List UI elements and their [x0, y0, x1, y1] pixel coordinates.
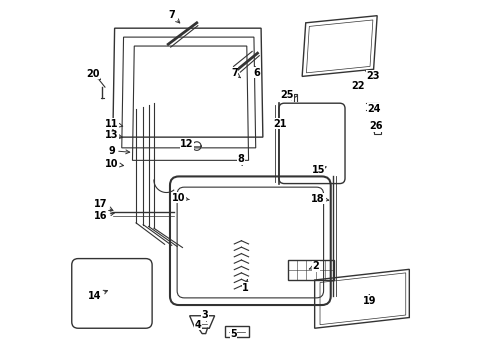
Text: 9: 9	[109, 146, 130, 156]
Text: 11: 11	[105, 118, 122, 129]
Text: 4: 4	[195, 320, 201, 330]
Text: 7: 7	[169, 10, 180, 23]
Text: 12: 12	[180, 139, 194, 149]
Text: 25: 25	[280, 90, 294, 100]
Text: 18: 18	[312, 194, 329, 203]
Text: 5: 5	[230, 329, 237, 339]
Text: 24: 24	[368, 104, 381, 113]
Text: 21: 21	[273, 118, 287, 129]
Text: 6: 6	[253, 67, 260, 78]
Text: 2: 2	[309, 261, 319, 271]
Text: 14: 14	[88, 290, 107, 301]
Text: 26: 26	[370, 121, 383, 131]
Text: 13: 13	[105, 130, 122, 140]
Bar	[374, 129, 381, 134]
Text: 20: 20	[86, 68, 100, 79]
Text: 15: 15	[312, 165, 326, 175]
Text: 23: 23	[366, 71, 380, 81]
Text: 19: 19	[363, 294, 376, 306]
Text: 3: 3	[201, 310, 208, 321]
Text: 8: 8	[237, 154, 244, 165]
Text: 10: 10	[172, 193, 189, 203]
Text: 16: 16	[94, 211, 114, 221]
Bar	[288, 260, 334, 280]
Text: 22: 22	[351, 81, 364, 91]
Text: 10: 10	[105, 159, 123, 169]
Text: 7: 7	[231, 68, 241, 78]
Text: 17: 17	[94, 199, 113, 211]
Text: 1: 1	[243, 280, 249, 293]
